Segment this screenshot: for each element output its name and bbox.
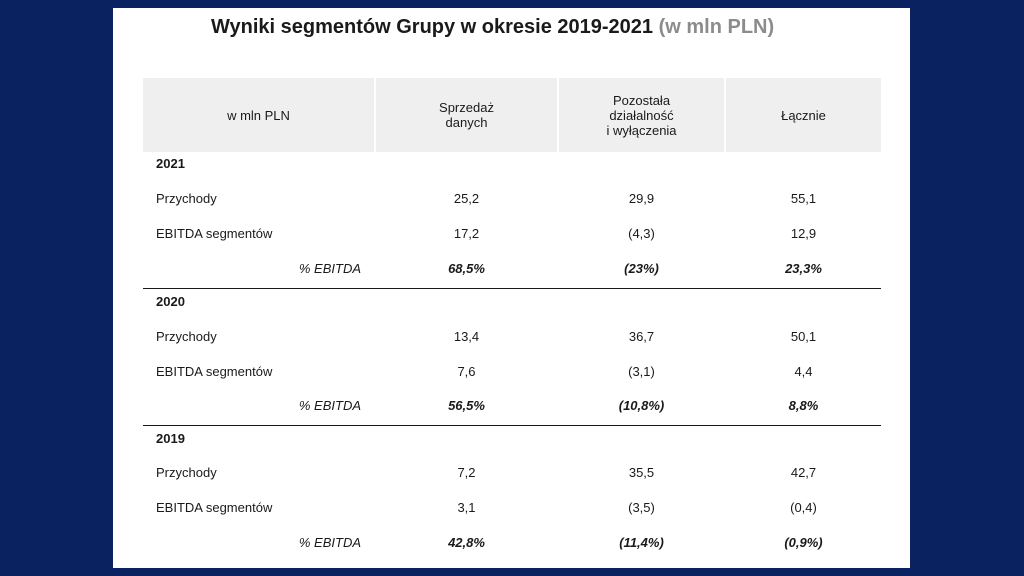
row-label: Przychody bbox=[156, 191, 217, 206]
cell-data-sales: 68,5% bbox=[448, 261, 485, 276]
cell-total: 23,3% bbox=[785, 261, 822, 276]
row-label: % EBITDA bbox=[298, 535, 361, 550]
row-label: Przychody bbox=[156, 329, 217, 344]
table-header: w mln PLN Sprzedaż danych Pozostała dzia… bbox=[143, 78, 881, 152]
row-label: % EBITDA bbox=[298, 398, 361, 413]
cell-total: (0,4) bbox=[790, 500, 817, 515]
cell-total: 4,4 bbox=[794, 364, 813, 379]
cell-other: (3,1) bbox=[628, 364, 655, 379]
header-other: Pozostała działalność i wyłączenia bbox=[559, 78, 724, 152]
cell-data-sales: 17,2 bbox=[453, 226, 480, 241]
table-row: % EBITDA 42,8% (11,4%) (0,9%) bbox=[143, 535, 881, 555]
title-main: Wyniki segmentów Grupy w okresie 2019-20… bbox=[211, 16, 654, 38]
table-row: EBITDA segmentów 17,2 (4,3) 12,9 bbox=[143, 226, 881, 246]
header-total: Łącznie bbox=[726, 78, 881, 152]
table-row: % EBITDA 68,5% (23%) 23,3% bbox=[143, 261, 881, 281]
cell-total: 50,1 bbox=[790, 329, 817, 344]
year-label: 2020 bbox=[156, 294, 185, 309]
section-divider bbox=[143, 288, 881, 289]
cell-other: (10,8%) bbox=[618, 398, 665, 413]
slide: Wyniki segmentów Grupy w okresie 2019-20… bbox=[113, 8, 910, 568]
cell-data-sales: 42,8% bbox=[448, 535, 485, 550]
cell-data-sales: 7,2 bbox=[457, 465, 476, 480]
header-unit: w mln PLN bbox=[143, 78, 374, 152]
table-row: EBITDA segmentów 3,1 (3,5) (0,4) bbox=[143, 500, 881, 520]
year-label: 2021 bbox=[156, 156, 185, 171]
section-divider bbox=[143, 425, 881, 426]
year-label: 2019 bbox=[156, 431, 185, 446]
title-unit: (w mln PLN) bbox=[658, 16, 775, 38]
cell-other: 35,5 bbox=[628, 465, 655, 480]
cell-total: 55,1 bbox=[790, 191, 817, 206]
row-label: Przychody bbox=[156, 465, 217, 480]
cell-other: (4,3) bbox=[628, 226, 655, 241]
page-title: Wyniki segmentów Grupy w okresie 2019-20… bbox=[211, 16, 774, 39]
cell-total: 8,8% bbox=[788, 398, 819, 413]
table-row: Przychody 13,4 36,7 50,1 bbox=[143, 329, 881, 349]
cell-data-sales: 13,4 bbox=[453, 329, 480, 344]
cell-data-sales: 56,5% bbox=[448, 398, 485, 413]
cell-other: (3,5) bbox=[628, 500, 655, 515]
cell-data-sales: 25,2 bbox=[453, 191, 480, 206]
cell-total: 12,9 bbox=[790, 226, 817, 241]
cell-other: (23%) bbox=[624, 261, 659, 276]
table-row: % EBITDA 56,5% (10,8%) 8,8% bbox=[143, 398, 881, 418]
header-data-sales: Sprzedaż danych bbox=[376, 78, 557, 152]
cell-other: 36,7 bbox=[628, 329, 655, 344]
row-label: EBITDA segmentów bbox=[156, 226, 273, 241]
row-label: % EBITDA bbox=[298, 261, 361, 276]
cell-data-sales: 7,6 bbox=[457, 364, 476, 379]
cell-data-sales: 3,1 bbox=[457, 500, 476, 515]
cell-other: 29,9 bbox=[628, 191, 655, 206]
cell-total: 42,7 bbox=[790, 465, 817, 480]
cell-other: (11,4%) bbox=[619, 535, 664, 550]
table-row: Przychody 25,2 29,9 55,1 bbox=[143, 191, 881, 211]
row-label: EBITDA segmentów bbox=[156, 500, 273, 515]
row-label: EBITDA segmentów bbox=[156, 364, 273, 379]
cell-total: (0,9%) bbox=[784, 535, 823, 550]
table-row: EBITDA segmentów 7,6 (3,1) 4,4 bbox=[143, 364, 881, 384]
table-row: Przychody 7,2 35,5 42,7 bbox=[143, 465, 881, 485]
